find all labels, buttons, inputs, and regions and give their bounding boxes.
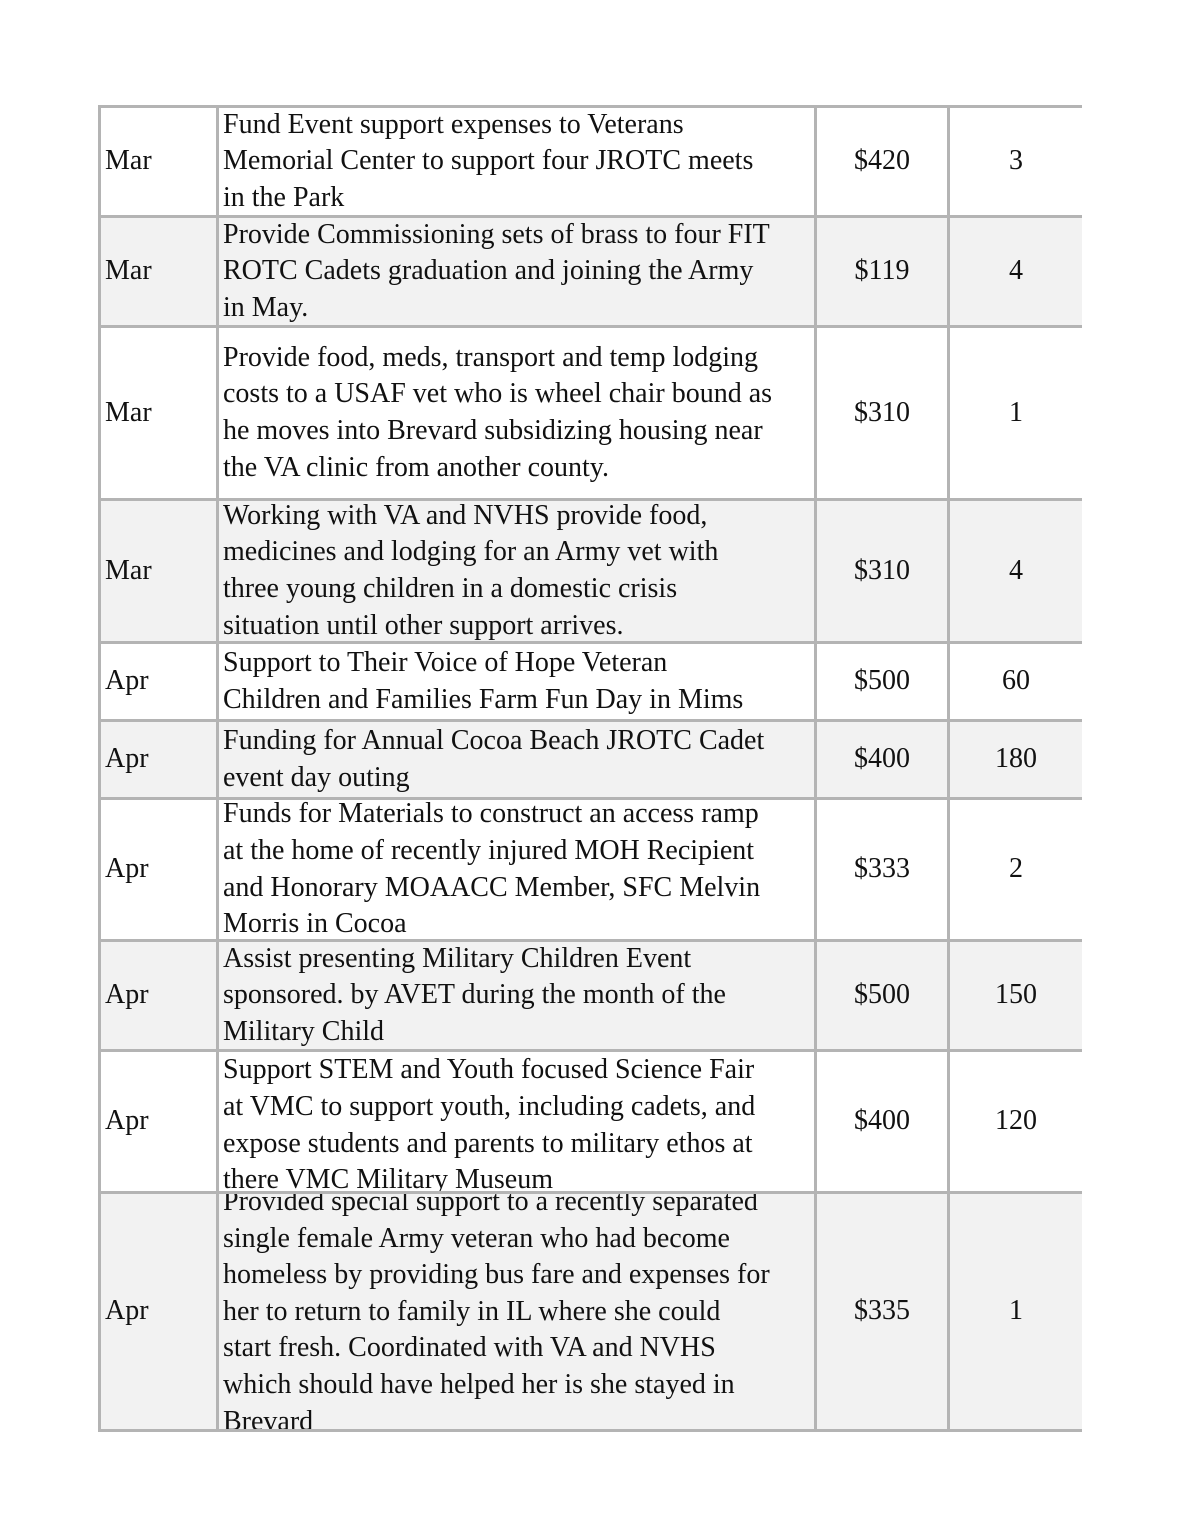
- description-line: single female Army veteran who had becom…: [223, 1222, 730, 1254]
- amount-cell: $333: [814, 800, 947, 939]
- description-line: Support STEM and Youth focused Science F…: [223, 1054, 755, 1086]
- month-cell: Apr: [98, 722, 216, 797]
- description-line: start fresh. Coordinated with VA and NVH…: [223, 1332, 716, 1364]
- description-line: Provide Commissioning sets of brass to f…: [223, 218, 770, 250]
- description-line: ROTC Cadets graduation and joining the A…: [223, 255, 754, 287]
- description-line: her to return to family in IL where she …: [223, 1295, 721, 1327]
- description-cell: Support STEM and Youth focused Science F…: [216, 1052, 814, 1191]
- description-line: sponsored. by AVET during the month of t…: [223, 979, 726, 1011]
- description-cell: Provide Commissioning sets of brass to f…: [216, 218, 814, 325]
- count-cell: 1: [947, 328, 1082, 498]
- count-cell: 60: [947, 644, 1082, 719]
- month-cell: Mar: [98, 108, 216, 215]
- expense-table: Mar Fund Event support expenses to Vetera…: [98, 105, 1082, 1432]
- description-cell: Provide food, meds, transport and temp l…: [216, 328, 814, 498]
- description-line: Provide food, meds, transport and temp l…: [223, 341, 759, 373]
- table-row: Mar Provide food, meds, transport and tem…: [98, 328, 1082, 501]
- description-line: and Honorary MOAACC Member, SFC Melvin: [223, 871, 761, 903]
- description-line: costs to a USAF vet who is wheel chair b…: [223, 378, 773, 410]
- amount-cell: $310: [814, 328, 947, 498]
- description-line: Provided special support to a recently s…: [223, 1194, 758, 1217]
- description-line: Fund Event support expenses to Veterans: [223, 108, 684, 140]
- description-line: at the home of recently injured MOH Reci…: [223, 834, 755, 866]
- count-cell: 1: [947, 1194, 1082, 1429]
- description-cell: Assist presenting Military Children Even…: [216, 942, 814, 1049]
- amount-cell: $400: [814, 1052, 947, 1191]
- table-row: Apr Assist presenting Military Children E…: [98, 942, 1082, 1052]
- description-line: which should have helped her is she stay…: [223, 1368, 735, 1400]
- amount-cell: $310: [814, 501, 947, 641]
- description-cell: Funds for Materials to construct an acce…: [216, 800, 814, 939]
- description-line: in the Park: [223, 181, 345, 213]
- description-line: three young children in a domestic crisi…: [223, 573, 678, 604]
- amount-cell: $420: [814, 108, 947, 215]
- count-cell: 4: [947, 501, 1082, 641]
- amount-cell: $400: [814, 722, 947, 797]
- description-line: there VMC Military Museum: [223, 1164, 554, 1191]
- description-line: Working with VA and NVHS provide food,: [223, 501, 708, 531]
- month-cell: Apr: [98, 1052, 216, 1191]
- month-cell: Apr: [98, 942, 216, 1049]
- month-cell: Apr: [98, 644, 216, 719]
- amount-cell: $335: [814, 1194, 947, 1429]
- count-cell: 3: [947, 108, 1082, 215]
- table-row: Mar Provide Commissioning sets of brass t…: [98, 218, 1082, 328]
- count-cell: 150: [947, 942, 1082, 1049]
- description-line: at VMC to support youth, including cadet…: [223, 1090, 756, 1122]
- description-line: Brevard: [223, 1405, 314, 1429]
- description-line: Morris in Cocoa: [223, 908, 407, 939]
- description-line: in May.: [223, 291, 309, 323]
- amount-cell: $500: [814, 644, 947, 719]
- count-cell: 2: [947, 800, 1082, 939]
- table-row: Apr Support STEM and Youth focused Scienc…: [98, 1052, 1082, 1194]
- description-line: medicines and lodging for an Army vet wi…: [223, 536, 719, 568]
- table-row: Apr Funding for Annual Cocoa Beach JROTC …: [98, 722, 1082, 800]
- description-cell: Support to Their Voice of Hope Veteran Ch…: [216, 644, 814, 719]
- description-line: he moves into Brevard subsidizing housin…: [223, 415, 763, 446]
- description-line: Support to Their Voice of Hope Veteran: [223, 646, 668, 678]
- table-row: Apr Provided special support to a recentl…: [98, 1194, 1082, 1432]
- description-line: event day outing: [223, 761, 410, 793]
- month-cell: Mar: [98, 218, 216, 325]
- table-row: Apr Funds for Materials to construct an a…: [98, 800, 1082, 942]
- table-row: Mar Fund Event support expenses to Vetera…: [98, 108, 1082, 218]
- month-cell: Mar: [98, 501, 216, 641]
- description-line: Children and Families Farm Fun Day in Mi…: [223, 683, 744, 715]
- month-cell: Apr: [98, 1194, 216, 1429]
- description-line: Assist presenting Military Children Even…: [223, 942, 692, 974]
- description-line: situation until other support arrives.: [223, 609, 624, 641]
- description-cell: Provided special support to a recently s…: [216, 1194, 814, 1429]
- description-cell: Fund Event support expenses to Veterans M…: [216, 108, 814, 215]
- description-cell: Working with VA and NVHS provide food, me…: [216, 501, 814, 641]
- count-cell: 180: [947, 722, 1082, 797]
- amount-cell: $500: [814, 942, 947, 1049]
- table-row: Mar Working with VA and NVHS provide food…: [98, 501, 1082, 644]
- description-cell: Funding for Annual Cocoa Beach JROTC Cad…: [216, 722, 814, 797]
- count-cell: 4: [947, 218, 1082, 325]
- description-line: the VA clinic from another county.: [223, 451, 609, 483]
- description-line: homeless by providing bus fare and expen…: [223, 1259, 770, 1291]
- month-cell: Apr: [98, 800, 216, 939]
- month-cell: Mar: [98, 328, 216, 498]
- description-line: Military Child: [223, 1015, 384, 1047]
- description-line: Funding for Annual Cocoa Beach JROTC Cad…: [223, 724, 765, 756]
- count-cell: 120: [947, 1052, 1082, 1191]
- table-row: Apr Support to Their Voice of Hope Vetera…: [98, 644, 1082, 722]
- description-line: Memorial Center to support four JROTC me…: [223, 145, 754, 177]
- description-line: expose students and parents to military …: [223, 1127, 753, 1159]
- amount-cell: $119: [814, 218, 947, 325]
- description-line: Funds for Materials to construct an acce…: [223, 800, 759, 830]
